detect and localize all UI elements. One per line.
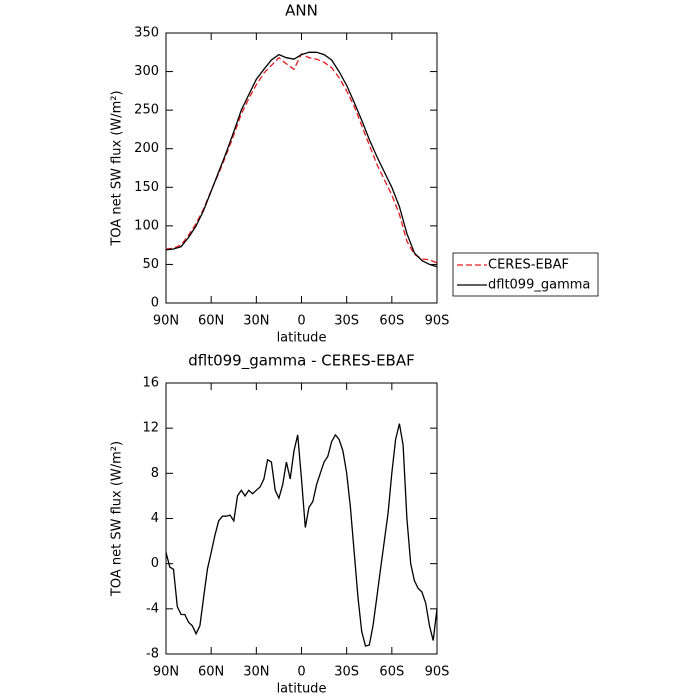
y-tick-label: 0 bbox=[151, 556, 159, 571]
y-tick-label: -4 bbox=[146, 601, 159, 616]
x-tick-label: 30N bbox=[243, 665, 269, 680]
x-tick-label: 60N bbox=[198, 314, 224, 329]
y-tick-label: 4 bbox=[151, 511, 159, 526]
y-tick-label: 300 bbox=[134, 64, 159, 79]
y-tick-label: 100 bbox=[134, 218, 159, 233]
y-tick-label: 50 bbox=[142, 257, 159, 272]
series-line bbox=[165, 52, 438, 264]
x-axis-label: latitude bbox=[277, 682, 327, 697]
x-tick-label: 90N bbox=[153, 665, 179, 680]
y-axis-label: TOA net SW flux (W/m²) bbox=[110, 90, 125, 246]
x-tick-label: 0 bbox=[297, 665, 305, 680]
x-tick-label: 60S bbox=[379, 314, 404, 329]
x-tick-label: 90N bbox=[153, 314, 179, 329]
x-tick-label: 30S bbox=[334, 665, 359, 680]
plot-frame bbox=[165, 32, 438, 304]
y-tick-label: 250 bbox=[134, 103, 159, 118]
series-line bbox=[165, 51, 438, 268]
y-tick-label: 16 bbox=[142, 376, 159, 391]
x-tick-label: 90S bbox=[425, 665, 450, 680]
y-tick-label: 12 bbox=[142, 421, 159, 436]
y-tick-label: 350 bbox=[134, 26, 159, 41]
y-tick-label: 200 bbox=[134, 141, 159, 156]
x-tick-label: 60S bbox=[379, 665, 404, 680]
series-line bbox=[165, 423, 438, 647]
x-axis-label: latitude bbox=[277, 331, 327, 346]
y-tick-label: 0 bbox=[151, 296, 159, 311]
y-tick-label: 150 bbox=[134, 180, 159, 195]
plot-frame bbox=[165, 382, 438, 655]
x-tick-label: 0 bbox=[297, 314, 305, 329]
y-tick-label: -8 bbox=[146, 647, 159, 662]
chart-title: ANN bbox=[285, 2, 318, 20]
legend-label: dflt099_gamma bbox=[488, 278, 590, 293]
y-tick-label: 8 bbox=[151, 466, 159, 481]
x-tick-label: 30N bbox=[243, 314, 269, 329]
y-axis-label: TOA net SW flux (W/m²) bbox=[110, 441, 125, 597]
x-tick-label: 30S bbox=[334, 314, 359, 329]
legend-label: CERES-EBAF bbox=[488, 258, 569, 273]
chart-title: dflt099_gamma - CERES-EBAF bbox=[188, 352, 415, 371]
legend-box bbox=[452, 252, 599, 297]
x-tick-label: 60N bbox=[198, 665, 224, 680]
x-tick-label: 90S bbox=[425, 314, 450, 329]
